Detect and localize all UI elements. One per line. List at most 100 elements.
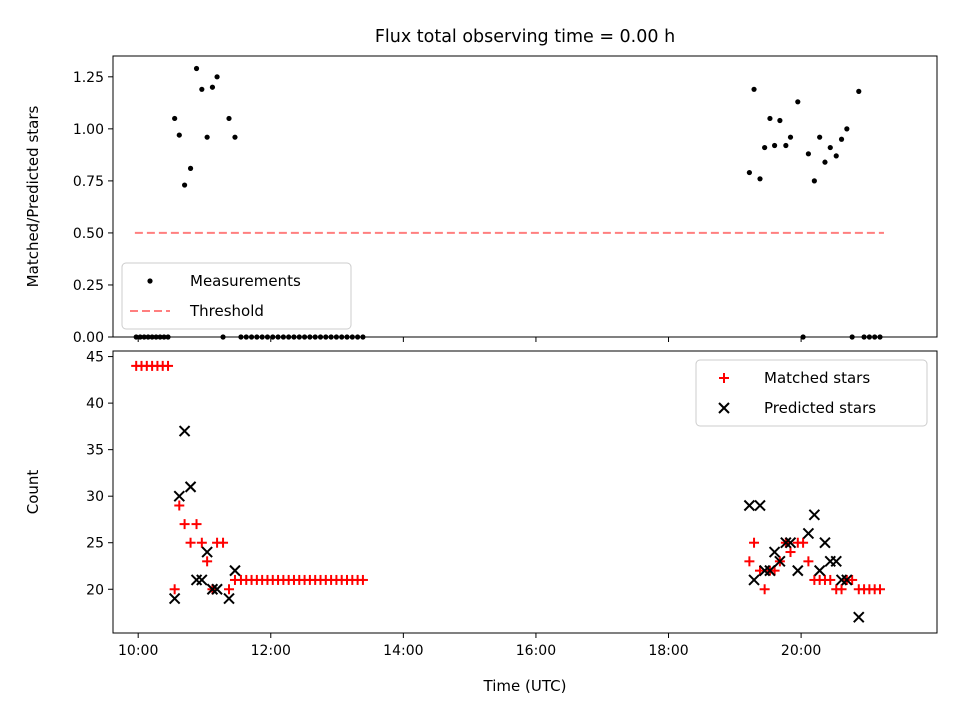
- matched-point: [836, 584, 847, 595]
- predicted-point-b: [173, 490, 185, 502]
- measurement-point: [805, 151, 811, 157]
- measurement-point: [833, 153, 839, 159]
- y-tick-label: 0.25: [73, 278, 104, 294]
- x-tick-label: 18:00: [648, 643, 688, 659]
- series-predicted-stars: [168, 425, 865, 623]
- y-tick-label: 0.75: [73, 174, 104, 190]
- measurement-point: [817, 134, 823, 140]
- measurement-point: [193, 65, 200, 72]
- predicted-point: [178, 425, 191, 437]
- x-tick-label: 10:00: [118, 643, 158, 659]
- x-axis-label: Time (UTC): [483, 677, 567, 695]
- y-tick-label: 0.50: [73, 226, 104, 242]
- predicted-point: [774, 555, 786, 568]
- predicted-point: [201, 546, 213, 558]
- matched-point: [163, 360, 174, 371]
- y-tick-label: 45: [86, 350, 104, 366]
- legend-swatch: [719, 373, 729, 383]
- predicted-point-b: [802, 527, 815, 540]
- measurement-point: [856, 88, 862, 94]
- measurement-point: [746, 169, 752, 176]
- legend-box: [121, 262, 352, 330]
- predicted-point: [184, 481, 197, 493]
- legend-swatch-b: [718, 402, 730, 414]
- axes-frame: [112, 55, 938, 338]
- measurement-point: [787, 134, 794, 140]
- predicted-point-b: [229, 564, 241, 577]
- x-tick-label: 20:00: [781, 643, 821, 659]
- matched-point: [174, 500, 185, 511]
- matched-point: [803, 556, 814, 567]
- measurement-point: [187, 165, 194, 171]
- y-axis-label: Count: [24, 470, 42, 515]
- predicted-point-b: [178, 425, 191, 437]
- predicted-point: [223, 592, 235, 605]
- predicted-point: [802, 527, 815, 540]
- measurement-point: [209, 84, 216, 90]
- matched-point: [847, 574, 858, 585]
- measurement-point: [214, 74, 220, 80]
- measurement-point: [827, 144, 833, 151]
- matched-point: [218, 537, 229, 548]
- y-tick-label: 1.00: [73, 122, 104, 138]
- predicted-point: [808, 509, 821, 521]
- predicted-point-b: [196, 574, 208, 586]
- predicted-point: [754, 499, 766, 512]
- legend: Measurements Threshold: [121, 262, 352, 330]
- y-tick-label: 0.00: [73, 330, 104, 346]
- predicted-point: [190, 574, 203, 586]
- predicted-point-b: [223, 592, 235, 605]
- predicted-point-b: [201, 546, 213, 558]
- measurement-point: [771, 142, 778, 149]
- predicted-point: [830, 555, 842, 568]
- axes-frame: [112, 350, 938, 634]
- measurement-point: [204, 134, 210, 140]
- measurement-point: [176, 132, 182, 138]
- y-tick-label: 25: [86, 536, 104, 552]
- measurement-point: [751, 86, 757, 92]
- predicted-point: [743, 499, 756, 512]
- predicted-point: [173, 490, 185, 502]
- predicted-point-b: [748, 574, 760, 586]
- matched-point: [749, 537, 760, 548]
- measurement-point: [757, 176, 763, 182]
- predicted-point: [748, 574, 760, 586]
- matched-point: [179, 519, 190, 530]
- chart-title: Flux total observing time = 0.00 h: [375, 27, 675, 47]
- y-tick-label: 30: [86, 489, 104, 505]
- legend-box: [695, 359, 928, 427]
- matched-point: [191, 519, 202, 530]
- series-matched-stars: [131, 360, 885, 595]
- predicted-point-b: [841, 574, 853, 586]
- panel-counts: 20 25 30 35 40 45 10:00 12:00 14:00 16:00 18:00 20:…: [24, 350, 938, 659]
- legend-label: Measurements: [190, 272, 301, 290]
- predicted-point: [813, 564, 826, 577]
- predicted-point: [764, 564, 776, 577]
- predicted-point: [229, 564, 241, 577]
- measurement-point: [767, 115, 773, 122]
- y-tick-label: 35: [86, 443, 104, 459]
- matched-point: [825, 574, 836, 585]
- measurement-point: [838, 136, 845, 142]
- predicted-point: [792, 564, 804, 577]
- predicted-point-b: [784, 537, 797, 549]
- predicted-point-b: [813, 564, 826, 577]
- x-tick-label: 16:00: [516, 643, 556, 659]
- predicted-point-b: [754, 499, 766, 512]
- predicted-point-b: [853, 611, 865, 623]
- matched-point: [169, 584, 180, 595]
- measurement-point: [811, 178, 817, 184]
- predicted-point-b: [184, 481, 197, 493]
- measurement-point: [795, 99, 801, 105]
- predicted-point-b: [764, 564, 776, 577]
- legend-label: Matched stars: [764, 369, 870, 387]
- legend-swatch: [147, 278, 153, 284]
- y-tick-label: 20: [86, 582, 104, 598]
- matched-point: [874, 584, 885, 595]
- plot-layer: 0.00 0.25 0.50 0.75 1.00 1.25 Matched/Predicte…: [24, 55, 938, 659]
- predicted-point-b: [780, 537, 792, 549]
- predicted-point: [819, 537, 831, 549]
- predicted-point-b: [206, 583, 219, 595]
- predicted-point: [768, 546, 781, 558]
- measurement-point: [762, 144, 768, 151]
